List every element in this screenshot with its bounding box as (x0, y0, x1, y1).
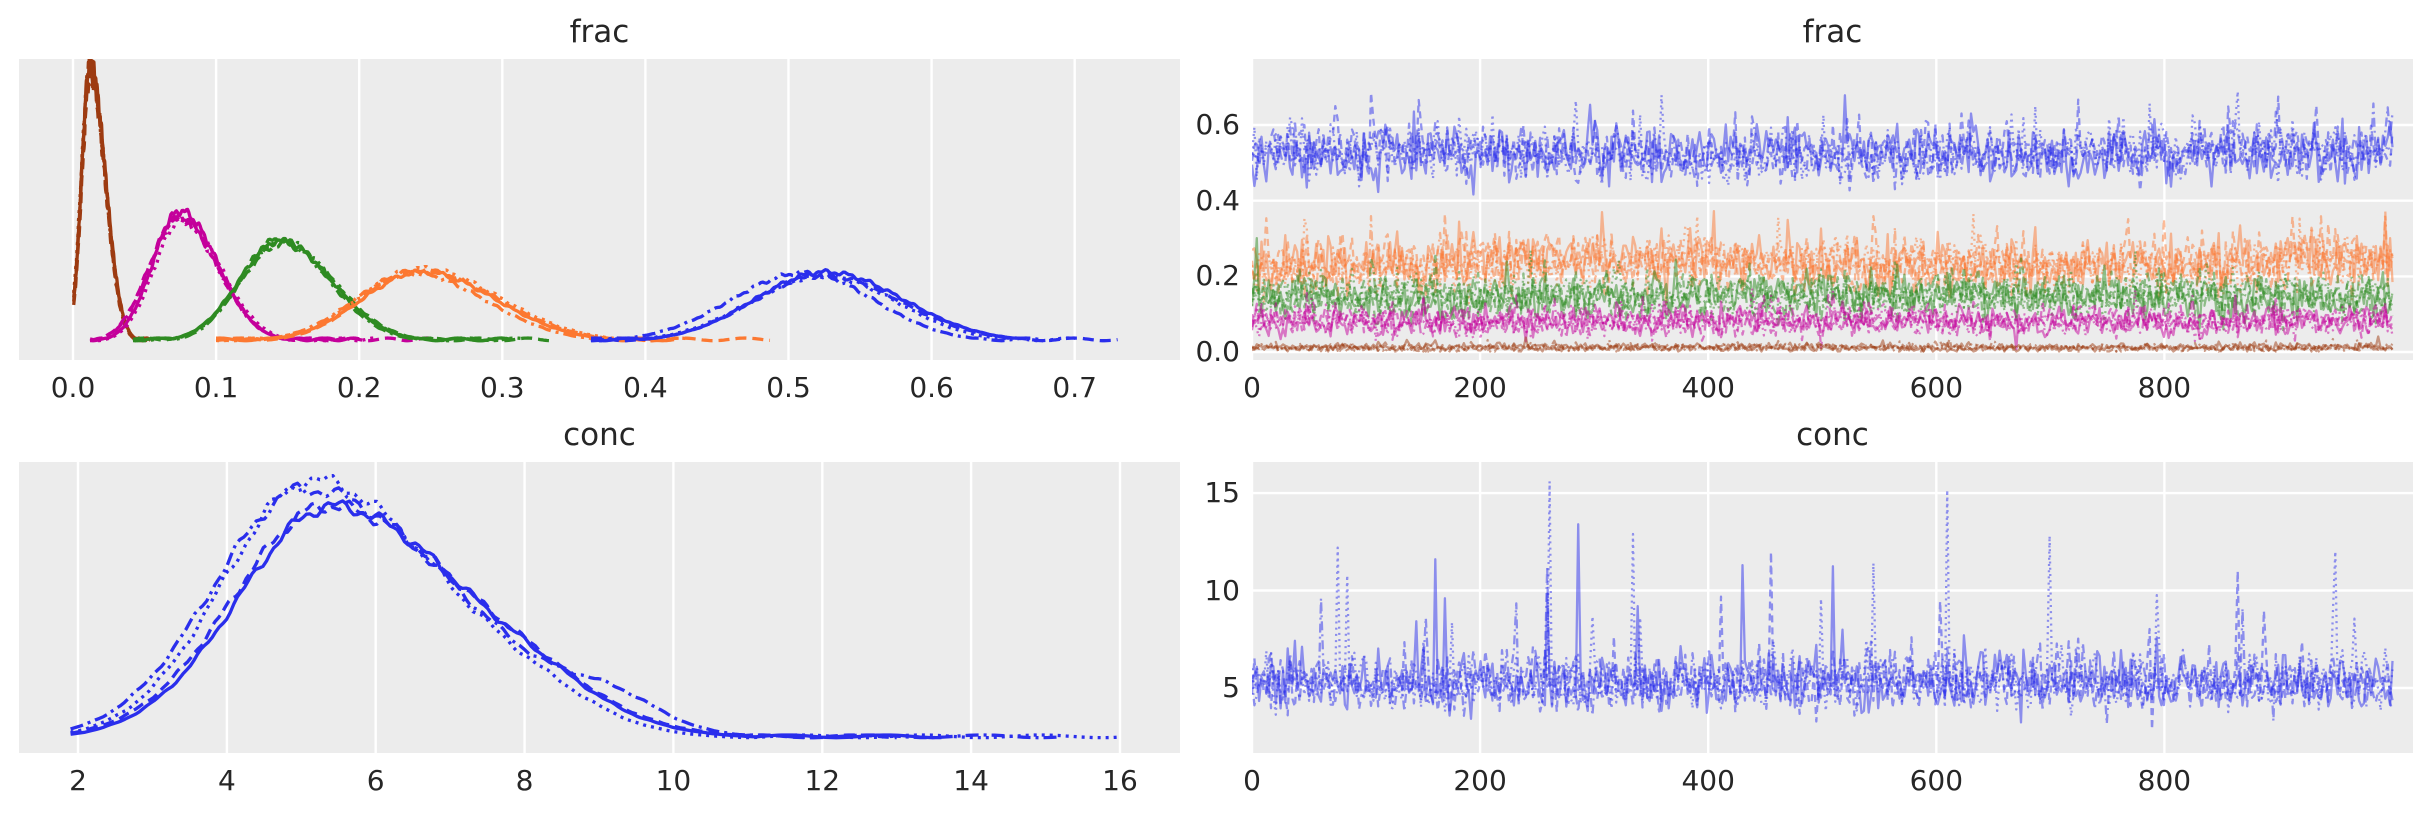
x-tick-label: 800 (2137, 764, 2192, 797)
trace-line-frac[4]-chain-3 (1252, 338, 2394, 353)
subplot-frac-trace: frac 0 200 400 600 800 0.0 0.2 0.4 0.6 (1195, 14, 2413, 403)
x-tick-label: 14 (953, 764, 989, 797)
x-tick-label: 200 (1453, 371, 1507, 404)
x-tick-label: 600 (1909, 371, 1964, 404)
kde-curve-conc-chain-2 (70, 473, 1121, 740)
plot-area-conc-dist (19, 462, 1180, 753)
plot-area-frac-trace (1252, 59, 2413, 360)
x-tick-label: 800 (2137, 371, 2192, 404)
trace-line-frac[1]-chain-2 (1252, 212, 2394, 305)
subplot-conc-trace: conc 0 200 400 600 800 5 10 15 (1204, 417, 2413, 796)
x-tick-label: 0.2 (336, 371, 382, 404)
x-tick-label: 0.6 (909, 371, 954, 404)
x-tick-label: 0 (1243, 764, 1261, 797)
x-tick-label: 0.4 (623, 371, 668, 404)
axes-background (19, 59, 1180, 360)
y-tick-label: 10 (1204, 573, 1240, 607)
y-tick-label: 0.2 (1195, 259, 1240, 293)
trace-line-frac[0]-chain-2 (1252, 90, 2394, 188)
kde-curve-conc-chain-1 (70, 499, 897, 740)
trace-line-frac[1]-chain-1 (1252, 212, 2394, 298)
trace-line-frac[3]-chain-2 (1252, 287, 2394, 343)
kde-curve-frac[0]-chain-3 (591, 269, 1040, 343)
x-tick-label: 12 (804, 764, 841, 797)
kde-curve-frac[1]-chain-1 (215, 267, 771, 343)
plot-title-conc-trace: conc (1796, 417, 1869, 453)
plot-title-frac-trace: frac (1802, 14, 1863, 50)
plot-title-conc-dist: conc (563, 417, 636, 453)
y-tick-label: 15 (1204, 476, 1240, 510)
x-tick-label: 0 (1243, 371, 1261, 404)
y-tick-label: 0.4 (1195, 183, 1240, 217)
kde-curve-frac[4]-chain-2 (72, 60, 153, 343)
kde-curve-conc-chain-3 (70, 481, 1061, 740)
x-tick-label: 0.1 (193, 371, 239, 404)
kde-curve-frac[3]-chain-3 (89, 214, 339, 343)
trace-line-conc-chain-3 (1252, 565, 2394, 725)
axes-background (19, 462, 1180, 753)
kde-curve-frac[2]-chain-3 (132, 237, 503, 343)
x-tick-label: 0.5 (766, 371, 811, 404)
trace-line-frac[0]-chain-0 (1252, 94, 2394, 196)
plot-title-frac-dist: frac (569, 14, 630, 50)
x-tick-label: 8 (515, 764, 534, 797)
x-tick-label: 200 (1453, 764, 1507, 797)
trace-line-frac[3]-chain-1 (1252, 294, 2394, 349)
x-tick-label: 600 (1909, 764, 1964, 797)
y-tick-label: 0.6 (1195, 108, 1240, 141)
x-tick-label: 0.0 (50, 371, 96, 404)
kde-curve-frac[0]-chain-2 (590, 272, 1075, 343)
x-tick-label: 10 (655, 764, 692, 797)
x-tick-label: 2 (69, 764, 87, 797)
x-tick-label: 4 (217, 764, 236, 797)
x-tick-label: 400 (1681, 371, 1735, 404)
plot-area-frac-dist (19, 59, 1180, 360)
plot-area-conc-trace (1252, 462, 2413, 753)
subplot-conc-dist: conc 2 4 6 8 10 12 14 16 (19, 417, 1180, 796)
x-tick-label: 0.7 (1052, 371, 1097, 404)
kde-curve-frac[1]-chain-3 (215, 269, 646, 343)
x-tick-label: 0.3 (480, 371, 525, 404)
kde-curve-frac[4]-chain-3 (72, 59, 146, 343)
x-tick-label: 6 (366, 764, 385, 797)
y-tick-label: 5 (1222, 671, 1240, 704)
subplot-frac-dist: frac 0.0 0.1 0.2 0.3 0.4 0.5 0.6 0.7 (19, 14, 1180, 403)
trace-line-frac[2]-chain-3 (1252, 257, 2394, 331)
x-tick-label: 16 (1102, 764, 1138, 797)
x-tick-label: 400 (1681, 764, 1735, 797)
trace-line-frac[3]-chain-3 (1252, 289, 2394, 342)
y-tick-label: 0.0 (1195, 335, 1240, 368)
